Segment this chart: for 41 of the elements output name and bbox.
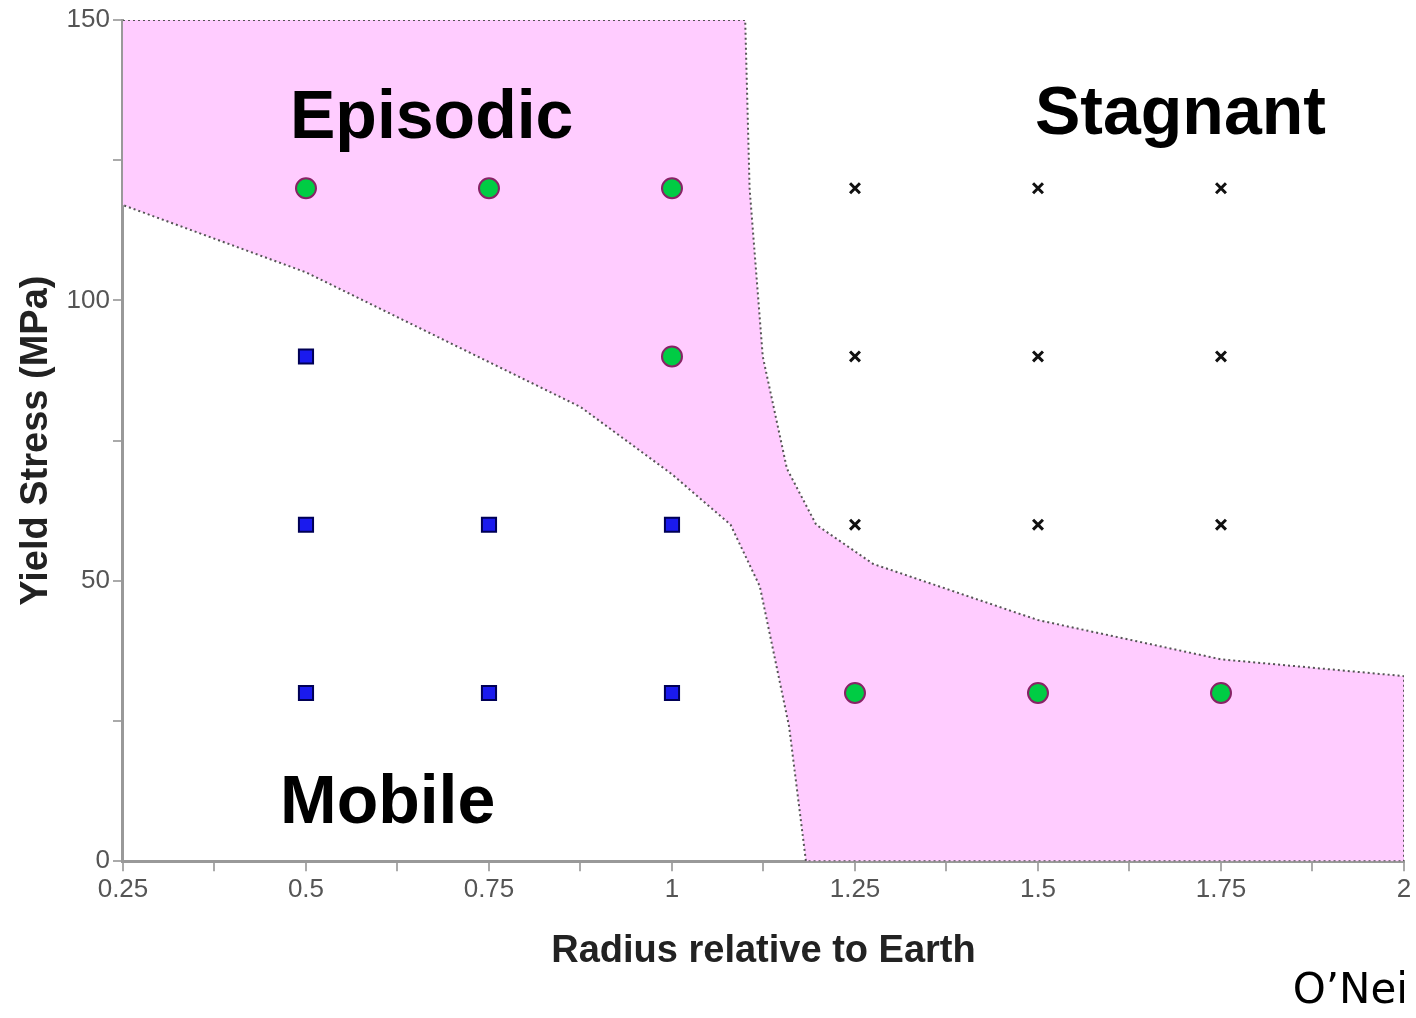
- x-tick-label: 1.5: [1019, 872, 1057, 903]
- x-tick-label: 1.75: [1195, 872, 1247, 903]
- point: [848, 181, 862, 195]
- point: [1031, 181, 1045, 195]
- x-tick-label: 1: [664, 872, 680, 903]
- x-tick-label: 1.25: [829, 872, 881, 903]
- point: [848, 518, 862, 532]
- point: [1031, 350, 1045, 363]
- x-axis-title: Radius relative to Earth: [551, 927, 976, 970]
- y-axis-title: Yield Stress (MPa): [13, 275, 56, 606]
- point: [477, 177, 500, 200]
- y-tick-label: 100: [66, 283, 110, 314]
- annotation: Stagnant: [1035, 72, 1326, 148]
- y-tick-label: 50: [81, 563, 110, 594]
- point: [663, 516, 681, 533]
- point: [1026, 681, 1049, 704]
- point: [1210, 681, 1232, 704]
- point: [843, 681, 866, 704]
- point: [1214, 518, 1228, 532]
- x-tick-label: 0.75: [463, 872, 515, 903]
- annotation: Mobile: [280, 761, 496, 837]
- text: O’Nei: [1292, 964, 1408, 1013]
- point: [480, 684, 498, 702]
- point: [848, 350, 862, 363]
- annotation: Episodic: [290, 76, 574, 152]
- point: [297, 684, 315, 702]
- point: [480, 516, 498, 533]
- point: [660, 345, 683, 368]
- point: [294, 177, 317, 200]
- point: [1214, 350, 1228, 363]
- x-tick-label: 2: [1396, 872, 1412, 903]
- x-tick-label: 0.25: [97, 872, 149, 903]
- y-tick-label: 150: [66, 3, 110, 34]
- point: [297, 348, 315, 365]
- point: [1031, 518, 1045, 532]
- y-tick-label: 0: [95, 844, 110, 875]
- point: [1214, 181, 1228, 195]
- point: [660, 177, 683, 200]
- point: [297, 516, 315, 533]
- point: [663, 684, 681, 702]
- x-tick-label: 0.5: [287, 872, 325, 903]
